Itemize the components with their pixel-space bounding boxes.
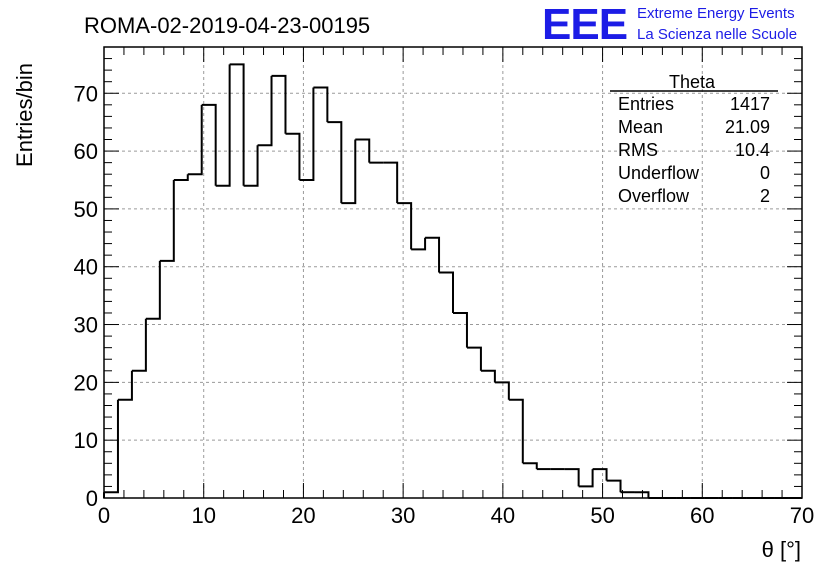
x-tick-label: 30 [391,503,415,528]
chart-title: ROMA-02-2019-04-23-00195 [84,13,370,38]
stats-rows: Entries 1417 Mean 21.09 RMS 10.4 Underflow 0 Ove… [618,94,770,206]
histogram-bin [257,75,273,147]
x-axis-label: θ [°] [762,537,801,562]
y-tick-label: 70 [74,81,98,106]
histogram-bin [229,63,245,186]
histogram-bin [564,468,580,487]
y-tick-label: 30 [74,313,98,338]
y-tick-label: 20 [74,370,98,395]
histogram-bin [494,381,510,400]
x-tick-label: 0 [98,503,110,528]
histogram-bin [104,399,119,494]
histogram-bin [117,370,133,401]
stats-row-label: Underflow [618,163,700,183]
x-tick-label: 50 [590,503,614,528]
histogram-bin [215,64,231,187]
histogram-bin [327,121,343,204]
histogram-bin [341,139,357,205]
plot-border [103,46,803,499]
histogram-bin [439,271,454,313]
histogram-bin [480,369,496,383]
x-tick-label: 70 [790,503,814,528]
histogram-bin [285,132,301,180]
histogram-series [103,63,802,499]
stats-row-value: 21.09 [725,117,770,137]
y-tick-label: 60 [74,139,98,164]
histogram-bin [313,86,329,123]
histogram-bin [466,346,482,371]
stats-title: Theta [669,72,716,92]
histogram-bin [508,398,524,464]
stats-box: Theta Entries 1417 Mean 21.09 RMS 10.4 Underfl… [610,72,778,206]
histogram-bin [173,174,189,181]
histogram-bin [243,145,259,187]
histogram-bin [131,318,147,372]
stats-row-value: 1417 [730,94,770,114]
histogram-bin [453,311,468,348]
histogram-bin [592,468,608,481]
histogram-bin [397,202,413,250]
histogram-bin [145,260,161,320]
stats-row-label: RMS [618,140,658,160]
grid-lines [104,47,802,498]
histogram-bin [159,179,175,262]
stats-row-value: 2 [760,186,770,206]
x-tick-label: 20 [291,503,315,528]
y-tick-label: 40 [74,255,98,280]
histogram-bin [355,138,371,163]
y-tick-label: 10 [74,428,98,453]
histogram-bin [201,103,217,186]
histogram-bin [634,491,650,498]
stats-row-label: Entries [618,94,674,114]
histogram-bin [271,74,287,134]
x-tick-label: 10 [191,503,215,528]
stats-row-label: Overflow [618,186,690,206]
histogram-bin [522,462,538,470]
histogram-bin [383,161,399,204]
brand-name: Extreme Energy Events [637,5,795,22]
y-tick-label: 0 [86,486,98,511]
axis-ticks [103,46,803,499]
histogram-bin [425,236,441,273]
y-axis-label: Entries/bin [12,63,37,167]
eee-logo: EEE [542,0,627,49]
plot-frame [103,46,803,499]
stats-row-value: 10.4 [735,140,770,160]
histogram-bin [411,237,427,251]
x-tick-label: 40 [491,503,515,528]
y-tick-label: 50 [74,197,98,222]
brand-tagline: La Scienza nelle Scuole [637,26,797,43]
histogram-bin [187,104,203,176]
x-tick-label: 60 [690,503,714,528]
histogram-bin [299,87,315,181]
histogram-bin [606,479,622,493]
stats-row-label: Mean [618,117,663,137]
stats-row-value: 0 [760,163,770,183]
histogram-bin [578,469,594,488]
